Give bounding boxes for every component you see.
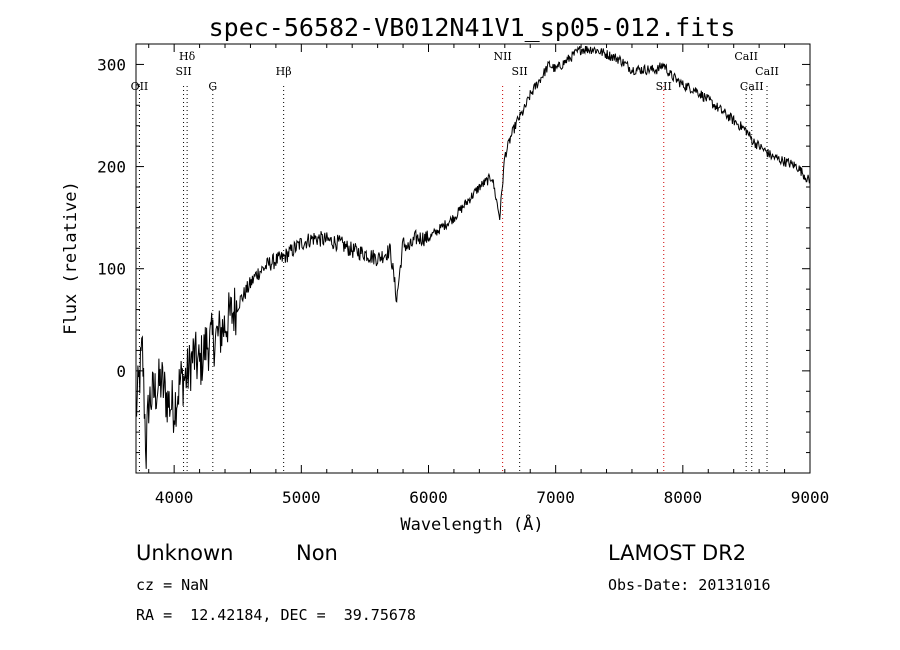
line-label: Hδ: [179, 50, 196, 63]
cz-value: cz = NaN: [136, 576, 208, 594]
x-axis-label: Wavelength (Å): [400, 513, 543, 535]
line-label: SII: [175, 65, 191, 78]
y-axis-ticks: 0 100 200 300: [97, 44, 810, 453]
line-label: CaII: [734, 50, 758, 63]
line-label: OII: [131, 80, 149, 93]
plot-frame: [136, 44, 810, 473]
x-tick-label: 7000: [536, 488, 575, 507]
x-tick-label: 8000: [664, 488, 703, 507]
x-tick-label: 4000: [155, 488, 194, 507]
survey-label: LAMOST DR2: [608, 541, 746, 565]
class-label: Unknown: [136, 541, 233, 565]
line-label: G: [208, 80, 217, 93]
obs-date: Obs-Date: 20131016: [608, 576, 771, 594]
y-tick-label: 100: [97, 260, 126, 279]
subclass-label: Non: [296, 541, 338, 565]
x-axis-ticks: 4000 5000 6000 7000 8000 9000: [149, 44, 830, 507]
y-axis-label: Flux (relative): [61, 181, 81, 335]
coordinates: RA = 12.42184, DEC = 39.75678: [136, 606, 416, 624]
x-tick-label: 6000: [409, 488, 448, 507]
x-tick-label: 9000: [791, 488, 830, 507]
line-label: Hβ: [276, 65, 292, 78]
y-tick-label: 300: [97, 55, 126, 74]
line-markers: [139, 86, 767, 473]
line-label: CaII: [755, 65, 779, 78]
line-label: NII: [493, 50, 511, 63]
line-label: SII: [512, 65, 528, 78]
y-tick-label: 200: [97, 158, 126, 177]
x-tick-label: 5000: [282, 488, 321, 507]
line-label: CaII: [740, 80, 764, 93]
spectrum-series: [136, 46, 810, 469]
spectrum-line: [136, 46, 810, 469]
y-tick-label: 0: [116, 362, 126, 381]
chart-title: spec-56582-VB012N41V1_sp05-012.fits: [209, 13, 736, 42]
line-label: SII: [656, 80, 672, 93]
